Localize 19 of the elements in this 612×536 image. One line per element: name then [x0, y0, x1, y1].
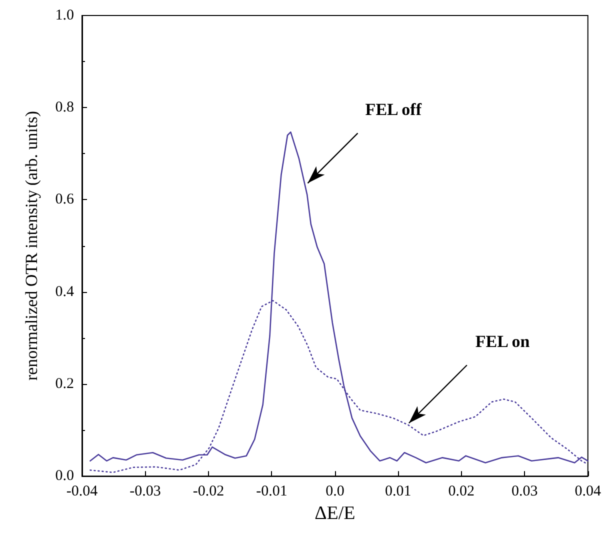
- x-tick-label: 0.04: [574, 484, 602, 500]
- y-tick-label: 1.0: [55, 8, 74, 24]
- y-axis-title: renormalized OTR intensity (arb. units): [22, 111, 41, 381]
- x-tick-label: -0.03: [130, 484, 161, 500]
- x-tick-label: 0.01: [385, 484, 412, 500]
- y-tick-label: 0.6: [55, 192, 74, 208]
- x-tick-label: 0.02: [448, 484, 475, 500]
- x-tick-label: 0.0: [326, 484, 344, 500]
- x-tick-label: -0.02: [192, 484, 224, 500]
- annotation: FEL on: [475, 332, 530, 351]
- x-tick-label: 0.03: [512, 484, 538, 500]
- x-tick-label: -0.04: [66, 484, 98, 500]
- y-tick-label: 0.0: [55, 468, 74, 484]
- x-tick-label: -0.01: [256, 484, 288, 500]
- y-tick-label: 0.2: [55, 376, 74, 392]
- y-tick-label: 0.4: [55, 284, 74, 300]
- y-tick-label: 0.8: [55, 100, 74, 116]
- annotation: FEL off: [365, 100, 422, 119]
- x-axis-title: ΔE/E: [314, 503, 356, 524]
